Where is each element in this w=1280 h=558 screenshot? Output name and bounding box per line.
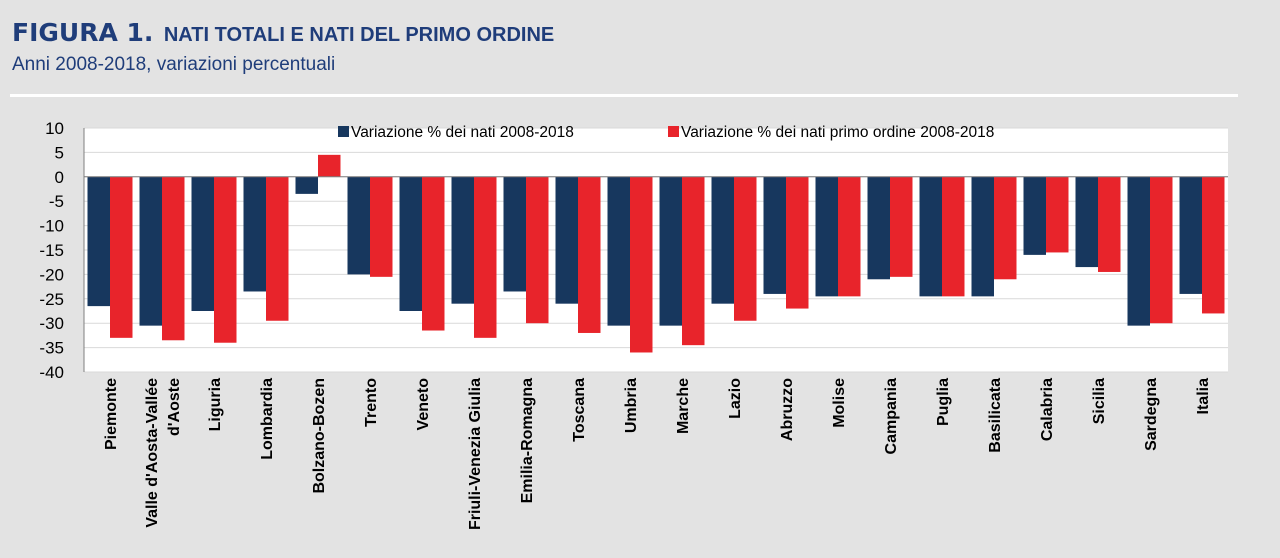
bar-nati <box>139 176 162 326</box>
y-tick-label: -25 <box>39 290 64 309</box>
bar-nati <box>1075 176 1098 268</box>
bar-nati-primo-ordine <box>630 176 653 353</box>
bar-nati-primo-ordine <box>682 176 705 346</box>
bar-nati-primo-ordine <box>942 176 965 297</box>
figure-header: FIGURA 1. NATI TOTALI E NATI DEL PRIMO O… <box>12 16 554 78</box>
x-tick-label: Lazio <box>727 378 744 419</box>
bar-nati <box>711 176 734 304</box>
bar-nati-primo-ordine <box>318 154 341 177</box>
x-tick-label: Basilicata <box>987 378 1004 453</box>
bar-nati-primo-ordine <box>838 176 861 297</box>
x-tick-label: d'Aoste <box>166 378 183 436</box>
x-tick-label: Abruzzo <box>779 378 796 441</box>
y-tick-label: -35 <box>39 339 64 358</box>
bar-nati <box>555 176 578 304</box>
x-tick-label: Sardegna <box>1143 378 1160 451</box>
bar-nati <box>503 176 526 292</box>
bar-nati <box>919 176 942 297</box>
bar-nati-primo-ordine <box>786 176 809 309</box>
bar-nati-primo-ordine <box>1202 176 1225 314</box>
y-tick-label: -20 <box>39 265 64 284</box>
bar-nati <box>87 176 110 307</box>
bar-nati-primo-ordine <box>1150 176 1173 324</box>
x-tick-label: Italia <box>1195 378 1212 415</box>
x-tick-label: Molise <box>831 378 848 428</box>
bar-nati <box>191 176 214 311</box>
x-tick-label: Toscana <box>571 378 588 442</box>
bar-nati-primo-ordine <box>214 176 237 343</box>
legend-swatch-nati <box>338 126 349 137</box>
x-tick-label: Lombardia <box>259 378 276 460</box>
legend-label-nati: Variazione % dei nati 2008-2018 <box>351 124 574 141</box>
x-tick-label: Trento <box>363 378 380 427</box>
x-tick-label: Liguria <box>207 378 224 431</box>
bar-nati-primo-ordine <box>266 176 289 321</box>
legend-swatch-nati-primo-ordine <box>668 126 679 137</box>
bar-nati <box>971 176 994 297</box>
bar-nati-primo-ordine <box>578 176 601 333</box>
bar-nati-primo-ordine <box>110 176 133 338</box>
bar-nati-primo-ordine <box>1046 176 1069 253</box>
x-tick-label: Puglia <box>935 378 952 426</box>
bar-nati <box>659 176 682 326</box>
x-tick-label: Bolzano-Bozen <box>311 378 328 494</box>
x-tick-label: Calabria <box>1039 378 1056 441</box>
figure-label: FIGURA 1. <box>12 18 154 47</box>
x-tick-label: Veneto <box>415 378 432 431</box>
y-tick-label: -15 <box>39 241 64 260</box>
bar-nati-primo-ordine <box>422 176 445 331</box>
bar-nati <box>243 176 266 292</box>
figure-subtitle: Anni 2008-2018, variazioni percentuali <box>12 54 336 75</box>
x-tick-label: Emilia-Romagna <box>519 378 536 503</box>
y-tick-label: -10 <box>39 217 64 236</box>
x-tick-label: Friuli-Venezia Giulia <box>467 378 484 530</box>
bar-nati <box>763 176 786 294</box>
y-tick-label: -40 <box>39 363 64 382</box>
x-tick-label: Umbria <box>623 378 640 433</box>
bar-nati-primo-ordine <box>1098 176 1121 272</box>
y-tick-label: -5 <box>49 192 64 211</box>
bar-nati-primo-ordine <box>370 176 393 277</box>
legend-label-nati-primo-ordine: Variazione % dei nati primo ordine 2008-… <box>681 124 994 141</box>
bar-nati <box>451 176 474 304</box>
y-tick-label: 10 <box>45 119 64 138</box>
bar-nati <box>347 176 370 275</box>
header-divider <box>10 94 1238 97</box>
bar-nati <box>399 176 422 311</box>
y-tick-label: 0 <box>55 168 64 187</box>
x-tick-label: Marche <box>675 378 692 434</box>
bar-nati <box>1023 176 1046 255</box>
bar-nati-primo-ordine <box>994 176 1017 280</box>
bar-nati <box>1127 176 1150 326</box>
x-tick-label: Valle d'Aosta-Vallée <box>144 378 161 528</box>
bar-nati <box>1179 176 1202 294</box>
bar-nati <box>867 176 890 280</box>
bar-nati-primo-ordine <box>474 176 497 338</box>
bar-nati-primo-ordine <box>526 176 549 324</box>
bar-nati <box>815 176 838 297</box>
bar-nati-primo-ordine <box>162 176 185 341</box>
bar-nati-primo-ordine <box>890 176 913 277</box>
y-tick-label: 5 <box>55 143 64 162</box>
x-tick-label: Sicilia <box>1091 378 1108 424</box>
figure-title-row: FIGURA 1. NATI TOTALI E NATI DEL PRIMO O… <box>12 16 554 54</box>
y-tick-label: -30 <box>39 314 64 333</box>
bar-nati <box>607 176 630 326</box>
bar-nati <box>295 176 318 194</box>
x-tick-label: Piemonte <box>103 378 120 450</box>
x-tick-label: Campania <box>883 378 900 455</box>
bar-nati-primo-ordine <box>734 176 757 321</box>
figure-title: NATI TOTALI E NATI DEL PRIMO ORDINE <box>163 24 555 46</box>
